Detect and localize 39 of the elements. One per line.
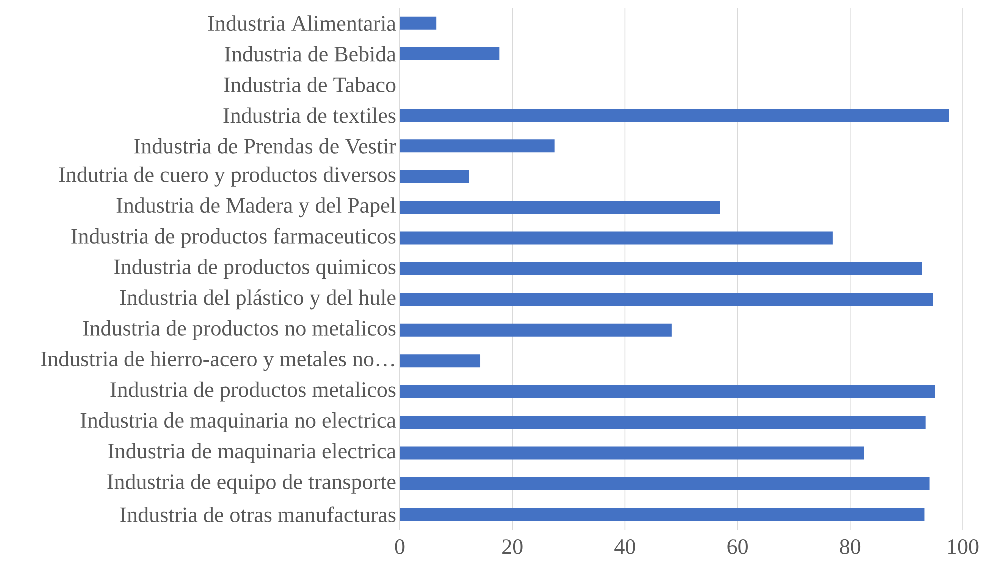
y-tick-label: Industria de Bebida bbox=[224, 46, 396, 62]
y-tick-label: Industria de maquinaria no electrica bbox=[80, 412, 396, 432]
y-tick-label: Industria de maquinaria electrica bbox=[108, 443, 396, 464]
x-tick-label: 20 bbox=[502, 540, 523, 554]
x-tick-label: 40 bbox=[614, 540, 636, 554]
bar bbox=[400, 232, 833, 245]
bar bbox=[400, 140, 555, 153]
bar bbox=[400, 293, 934, 306]
bar bbox=[400, 48, 500, 61]
y-tick-label: Industria Alimentaria bbox=[208, 16, 396, 32]
bar bbox=[400, 201, 720, 214]
bar bbox=[400, 477, 930, 490]
bar bbox=[400, 170, 470, 184]
y-tick-label: Industria de productos no metalicos bbox=[83, 320, 396, 340]
bar bbox=[400, 354, 481, 368]
y-tick-label: Industria de productos quimicos bbox=[114, 259, 396, 279]
y-tick-label: Industria de otras manufacturas bbox=[120, 506, 396, 522]
y-tick-label: Industria de Prendas de Vestir bbox=[134, 138, 396, 154]
bar bbox=[400, 508, 925, 522]
x-tick-label: 100 bbox=[948, 540, 979, 554]
y-tick-label: Industria del plástico y del hule bbox=[120, 290, 396, 310]
y-tick-label: Industria de Madera y del Papel bbox=[116, 198, 396, 218]
x-tick-label: 60 bbox=[728, 540, 748, 554]
x-tick-label: 80 bbox=[840, 540, 861, 554]
x-tick-label: 0 bbox=[395, 540, 405, 554]
bar bbox=[400, 108, 950, 122]
y-tick-label: Industria de hierro-acero y metales no… bbox=[41, 351, 394, 372]
bar bbox=[400, 385, 936, 398]
y-tick-label: Industria de productos metalicos bbox=[110, 382, 396, 402]
bar bbox=[400, 262, 922, 276]
bar bbox=[400, 16, 437, 30]
bar bbox=[400, 324, 672, 337]
y-tick-label: Industria de Tabaco bbox=[224, 77, 396, 93]
y-tick-label: Indutria de cuero y productos diversos bbox=[59, 166, 396, 187]
y-tick-label: Industria de equipo de transporte bbox=[108, 474, 396, 494]
bar bbox=[400, 446, 864, 460]
y-tick-label: Industria de productos farmaceuticos bbox=[72, 228, 396, 248]
y-tick-label: Industria de textiles bbox=[224, 108, 396, 124]
bar bbox=[400, 416, 926, 430]
